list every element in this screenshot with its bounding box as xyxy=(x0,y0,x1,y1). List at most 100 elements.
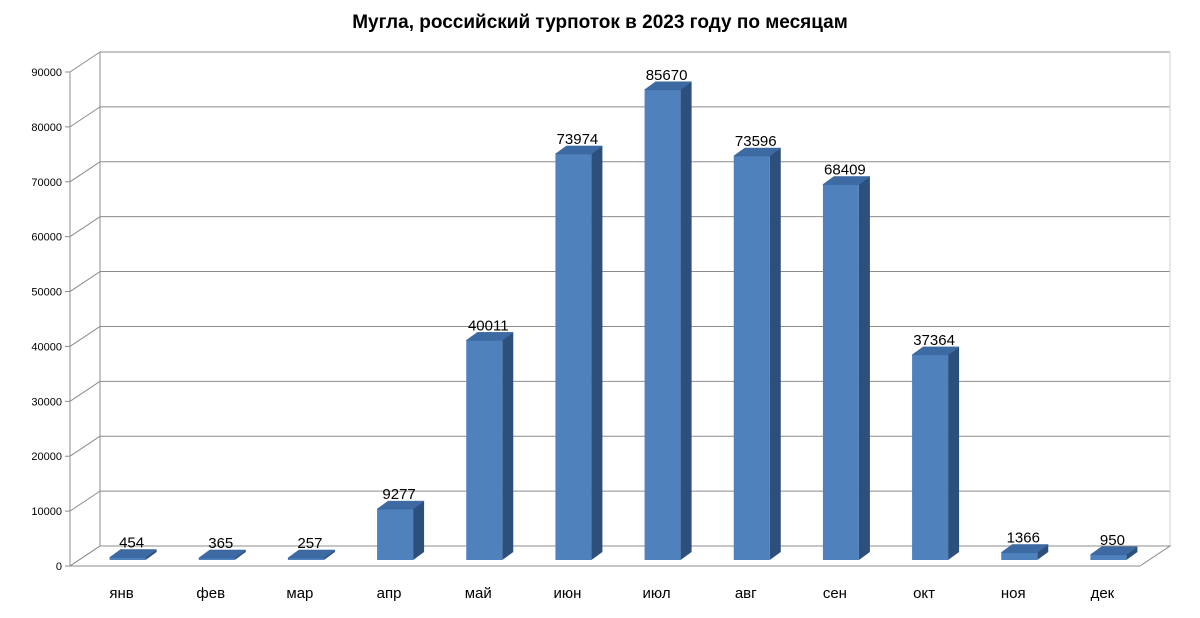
data-label: 257 xyxy=(297,535,322,552)
y-axis-ticks: 0 10000 20000 30000 40000 50000 60000 70000 8000… xyxy=(31,67,70,573)
data-label: 1366 xyxy=(1007,530,1040,547)
bar-front xyxy=(1090,554,1127,560)
data-label: 37364 xyxy=(913,332,955,349)
gridline-diagonal xyxy=(69,216,101,238)
y-tick-label: 70000 xyxy=(31,177,62,189)
bar-front xyxy=(1001,552,1038,560)
bar-top xyxy=(643,81,693,91)
data-label: 40011 xyxy=(468,317,509,334)
bar-top xyxy=(911,346,960,356)
bar-front xyxy=(109,557,146,560)
bar-front xyxy=(912,354,949,560)
chart-title: Мугла, российский турпоток в 2023 году п… xyxy=(352,12,848,33)
gridlines xyxy=(69,51,1171,567)
bar-top xyxy=(108,549,158,558)
bar-front xyxy=(555,153,592,560)
x-tick-label: окт xyxy=(913,585,935,602)
x-tick-label: фев xyxy=(196,585,225,602)
gridline-diagonal xyxy=(69,106,101,128)
data-label: 950 xyxy=(1100,532,1125,549)
x-tick-label: янв xyxy=(109,585,133,602)
gridline-diagonal xyxy=(69,380,101,402)
bar xyxy=(376,500,425,560)
floor-plane xyxy=(68,545,1172,567)
chart-floor xyxy=(68,545,1172,567)
bar-side xyxy=(591,145,603,560)
data-labels: 454 365 257 9277 40011 73974 85670 73596 68409 37… xyxy=(119,67,1125,552)
bar-top xyxy=(554,145,604,155)
y-tick-label: 0 xyxy=(56,561,62,573)
y-tick-label: 60000 xyxy=(31,232,62,244)
bar-front xyxy=(644,89,681,560)
bar-front xyxy=(466,340,503,560)
bar xyxy=(1000,544,1050,560)
bar-front xyxy=(377,509,414,560)
gridline-diagonal xyxy=(69,161,101,183)
data-label: 454 xyxy=(119,535,144,552)
bar-side xyxy=(948,346,960,560)
x-tick-label: мар xyxy=(286,585,313,602)
bar xyxy=(287,549,336,560)
x-tick-label: июл xyxy=(643,585,671,602)
gridline-diagonal xyxy=(69,326,101,347)
bars xyxy=(108,81,1139,560)
bar-side xyxy=(858,176,870,560)
bar-side xyxy=(234,549,246,560)
y-tick-label: 40000 xyxy=(31,341,62,353)
bar-top xyxy=(376,500,425,510)
data-label: 85670 xyxy=(646,67,688,84)
data-label: 365 xyxy=(208,535,233,552)
data-label: 73596 xyxy=(735,133,777,150)
bar-top xyxy=(465,332,515,341)
y-tick-label: 10000 xyxy=(31,506,62,518)
bar-side xyxy=(145,549,157,560)
gridline-diagonal xyxy=(69,490,101,512)
bar xyxy=(643,81,693,560)
bar-side xyxy=(413,501,425,560)
x-tick-label: июн xyxy=(553,585,581,602)
bar-top xyxy=(822,176,871,185)
y-tick-label: 90000 xyxy=(31,67,62,79)
gridline-diagonal xyxy=(69,271,101,292)
bar-side xyxy=(680,81,692,560)
bar-front xyxy=(822,184,859,560)
bar-front xyxy=(198,557,235,560)
bar xyxy=(822,176,871,560)
bar-side xyxy=(323,550,335,560)
bar-side xyxy=(1126,546,1138,560)
x-tick-label: ноя xyxy=(1001,585,1026,602)
bar xyxy=(732,147,782,560)
y-tick-label: 20000 xyxy=(31,451,62,463)
bar xyxy=(911,346,960,560)
bar-top xyxy=(287,549,336,559)
bar xyxy=(197,549,247,560)
x-tick-label: апр xyxy=(377,585,402,602)
x-tick-label: май xyxy=(465,585,492,602)
bar xyxy=(554,145,604,560)
bar-top xyxy=(1089,546,1139,556)
gridline-diagonal xyxy=(69,435,101,457)
y-tick-label: 80000 xyxy=(31,122,62,134)
bar xyxy=(1089,546,1139,560)
data-label: 9277 xyxy=(382,486,415,503)
bar xyxy=(108,549,158,560)
x-tick-label: сен xyxy=(823,585,847,602)
y-tick-label: 30000 xyxy=(31,396,62,408)
bar-front xyxy=(287,558,324,560)
x-tick-label: дек xyxy=(1091,585,1115,602)
y-tick-label: 50000 xyxy=(31,287,62,299)
data-label: 68409 xyxy=(824,162,866,179)
data-label: 73974 xyxy=(557,131,599,148)
bar-side xyxy=(502,332,514,560)
x-tick-label: авг xyxy=(735,585,757,602)
bar-top xyxy=(732,147,782,157)
bar-top xyxy=(1000,544,1050,553)
bar-top xyxy=(197,549,247,559)
bar-side xyxy=(1037,544,1049,560)
bar-front xyxy=(733,156,770,560)
gridline-diagonal xyxy=(69,51,101,73)
x-axis-ticks: янв фев мар апр май июн июл авг сен окт ноя дек xyxy=(109,585,1114,602)
bar-side xyxy=(769,148,781,560)
bar xyxy=(465,332,515,560)
